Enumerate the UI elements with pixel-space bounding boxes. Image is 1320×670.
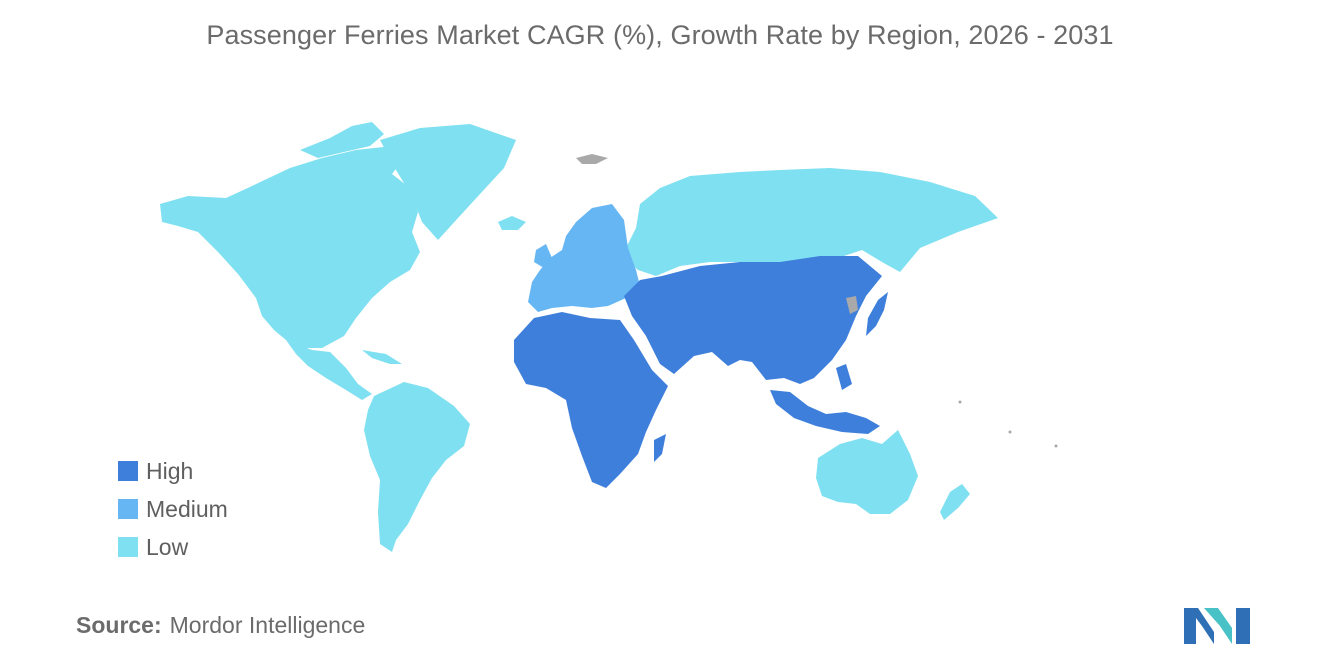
region-north-america [160,146,420,348]
region-iceland [498,216,526,230]
region-pacific-islands-2 [1008,430,1012,434]
legend-item-low: Low [118,528,228,566]
legend-label-medium: Medium [146,495,228,522]
high-regions [514,256,888,488]
region-uk [534,244,552,268]
legend-item-high: High [118,452,228,490]
region-new-zealand [940,484,970,520]
legend-swatch-low [118,537,138,557]
legend-swatch-high [118,461,138,481]
source-label: Source: [76,612,162,638]
region-europe [528,204,640,312]
region-pacific-islands [958,400,962,404]
region-se-asia-islands [770,390,880,434]
region-caribbean [362,350,402,364]
region-greenland [380,124,516,240]
region-madagascar [654,434,666,462]
region-asia [624,256,882,384]
region-central-america [286,340,372,400]
region-south-america [364,382,470,552]
source-value: Mordor Intelligence [169,612,366,638]
region-pacific-islands-3 [1054,444,1058,448]
legend: High Medium Low [118,452,228,566]
low-regions [160,122,998,552]
no-data-regions [576,154,1058,448]
legend-label-low: Low [146,533,189,560]
region-svalbard [576,154,608,164]
legend-swatch-medium [118,499,138,519]
legend-label-high: High [146,457,194,484]
region-japan [866,292,888,336]
medium-regions [528,204,640,312]
region-russia [622,168,998,276]
region-africa [514,312,668,488]
legend-item-medium: Medium [118,490,228,528]
region-australia [816,430,918,514]
region-philippines [836,364,852,390]
mordor-intelligence-logo-icon [1184,604,1250,644]
source-note: Source: Mordor Intelligence [76,612,365,639]
chart-title: Passenger Ferries Market CAGR (%), Growt… [206,20,1114,50]
region-korea [846,296,858,314]
region-arctic-islands [300,122,384,158]
